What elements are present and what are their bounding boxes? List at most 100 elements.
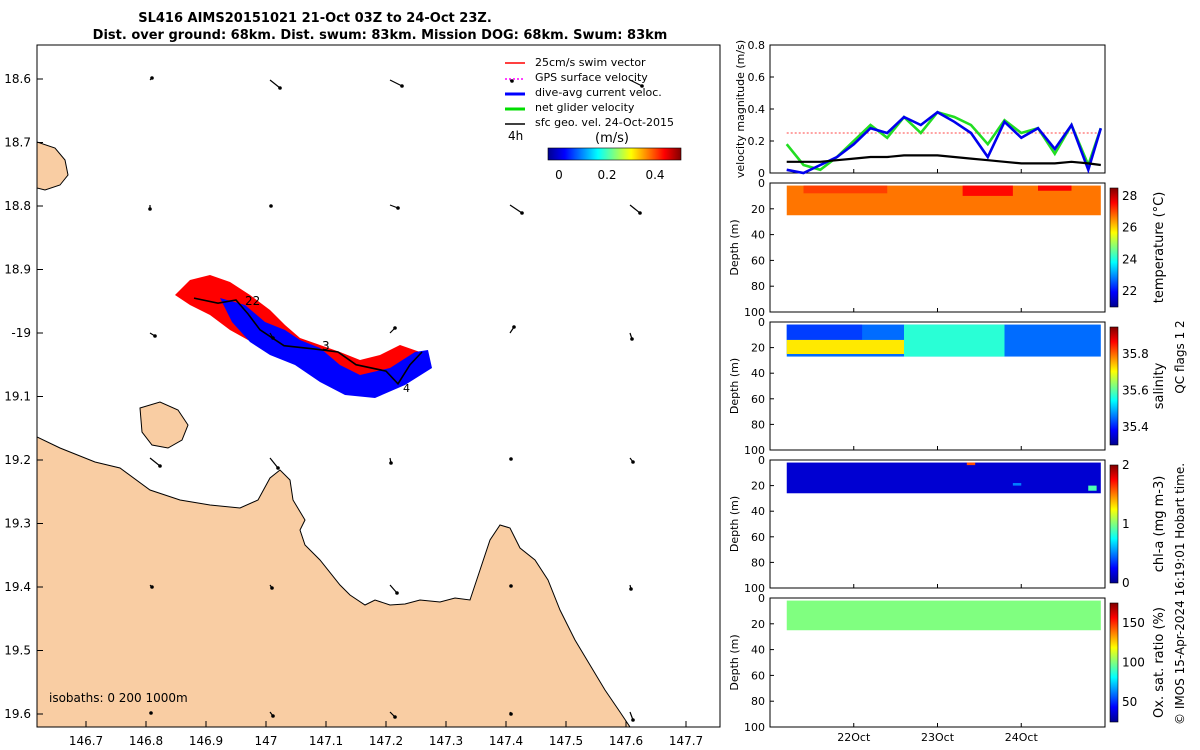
velocity-ytick-label: 0.8 <box>748 39 766 52</box>
depth-tick-label: 20 <box>751 480 765 493</box>
geo-velocity-arrowhead <box>270 586 274 590</box>
depth-tick-label: 100 <box>744 582 765 595</box>
geo-velocity-arrowhead <box>393 326 397 330</box>
map-xtick-label: 147.4 <box>489 734 523 748</box>
profile-band <box>786 600 1101 631</box>
colorbar-tick-label: 35.6 <box>1122 384 1149 398</box>
isobaths-note: isobaths: 0 200 1000m <box>49 691 188 705</box>
colorbar <box>1109 187 1119 308</box>
map-ytick-label: 19.4 <box>4 580 31 594</box>
map-ytick-label: 18.9 <box>4 263 31 277</box>
geo-velocity-arrowhead <box>631 460 635 464</box>
map-content <box>37 76 644 727</box>
time-tick-label: 23Oct <box>921 731 955 744</box>
map-ytick-label: 18.6 <box>4 72 31 86</box>
profile-region <box>966 462 976 466</box>
speed-colorbar <box>547 147 682 161</box>
velocity-ytick-label: 0.4 <box>748 103 766 116</box>
map-ytick-label: 19.2 <box>4 453 31 467</box>
colorbar-tick-label: 26 <box>1122 221 1137 235</box>
geo-velocity-arrowhead <box>271 336 275 340</box>
colorbar-tick-label: 24 <box>1122 252 1137 266</box>
profile-region <box>1038 185 1072 191</box>
geo-velocity-arrowhead <box>509 457 513 461</box>
profile-region <box>786 339 904 354</box>
depth-ylabel: Depth (m) <box>728 219 741 275</box>
track-label-3: 3 <box>322 339 330 353</box>
legend-gps: GPS surface velocity <box>535 71 648 84</box>
depth-tick-label: 80 <box>751 556 765 569</box>
track-label-4: 4 <box>403 382 410 395</box>
depth-ylabel: Depth (m) <box>728 358 741 414</box>
map-xtick-label: 147.5 <box>549 734 583 748</box>
mainland-coast <box>37 436 631 727</box>
velocity-ytick-label: 0 <box>758 167 765 180</box>
depth-tick-label: 20 <box>751 203 765 216</box>
depth-tick-label: 40 <box>751 367 765 380</box>
depth-tick-label: 0 <box>758 316 765 329</box>
depth-ylabel: Depth (m) <box>728 634 741 690</box>
depth-tick-label: 60 <box>751 254 765 267</box>
depth-tick-label: 0 <box>758 177 765 190</box>
profile-region <box>786 324 863 340</box>
colorbar-title: (m/s) <box>595 131 629 146</box>
velocity-ylabel: velocity magnitude (m/s) <box>734 40 747 178</box>
map-xtick-label: 147.1 <box>309 734 343 748</box>
colorbar-tick-label: 2 <box>1122 458 1130 472</box>
geo-velocity-arrowhead <box>400 84 404 88</box>
map-xtick-label: 147.2 <box>369 734 403 748</box>
legend-net: net glider velocity <box>535 101 635 114</box>
colorbar-tick-04: 0.4 <box>645 168 664 182</box>
geo-velocity-arrowhead <box>149 711 153 715</box>
glider-track <box>193 297 423 386</box>
track-label-22: 22 <box>245 294 260 308</box>
map-y-ticks: 18.6 18.7 18.8 18.9 -19 19.1 19.2 19.3 19.4 19.5 1… <box>4 72 43 721</box>
geo-velocity-arrowhead <box>148 207 152 211</box>
island-reef-north <box>37 141 69 191</box>
time-tick-label: 24Oct <box>1005 731 1039 744</box>
map-xtick-label: 147.6 <box>609 734 643 748</box>
profile-region <box>904 324 1005 357</box>
geo-velocity-arrowhead <box>631 718 635 722</box>
profile-band <box>786 462 1101 494</box>
colorbar-label: temperature (°C) <box>1152 192 1167 304</box>
colorbar-tick-label: 35.8 <box>1122 347 1149 361</box>
geo-velocity-arrow <box>629 79 643 87</box>
geo-velocity-arrowhead <box>509 712 513 716</box>
profile-region <box>803 185 888 194</box>
depth-tick-label: 100 <box>744 721 765 734</box>
panel-frame <box>769 44 1106 174</box>
surface-geo-velocity-arrows <box>148 76 644 722</box>
geo-velocity-arrow <box>269 79 281 89</box>
figure-title-line2: Dist. over ground: 68km. Dist. swum: 83k… <box>93 28 668 43</box>
geo-velocity-arrow <box>509 204 523 214</box>
map-xtick-label: 146.7 <box>69 734 103 748</box>
panel-4: 0 20 40 60 80 100 Depth (m) 50 100 150 Ox. sat. ra… <box>728 592 1167 744</box>
colorbar-tick-label: 35.4 <box>1122 420 1149 434</box>
map-ytick-label: 19.1 <box>4 390 31 404</box>
colorbar-label: chl-a (mg m-3) <box>1152 476 1167 573</box>
geo-velocity-arrowhead <box>269 204 273 208</box>
geo-velocity-arrowhead <box>153 334 157 338</box>
geo-velocity-arrow <box>629 204 641 214</box>
geo-velocity-arrowhead <box>150 585 154 589</box>
geo-velocity-arrowhead <box>271 714 275 718</box>
geo-velocity-arrowhead <box>509 584 513 588</box>
depth-tick-label: 40 <box>751 644 765 657</box>
depth-tick-label: 20 <box>751 342 765 355</box>
velocity-ytick-label: 0.6 <box>748 71 766 84</box>
geo-velocity-arrow <box>269 457 279 469</box>
colorbar <box>1109 602 1119 723</box>
depth-tick-label: 60 <box>751 531 765 544</box>
geo-velocity-arrowhead <box>278 86 282 90</box>
panel-2: 0 20 40 60 80 100 Depth (m) 35.4 35.6 35.8salinit… <box>728 316 1187 457</box>
map-panel: 22 3 4 146.7 146.8 146.9 147 147.1 147.2 147.3… <box>4 44 721 748</box>
geo-velocity-arrowhead <box>638 211 642 215</box>
depth-tick-label: 60 <box>751 393 765 406</box>
footer-credit: © IMOS 15-Apr-2024 16:19:01 Hobart time. <box>1173 463 1187 725</box>
depth-tick-label: 60 <box>751 669 765 682</box>
profile-region <box>1012 483 1022 486</box>
geo-velocity-arrowhead <box>520 211 524 215</box>
